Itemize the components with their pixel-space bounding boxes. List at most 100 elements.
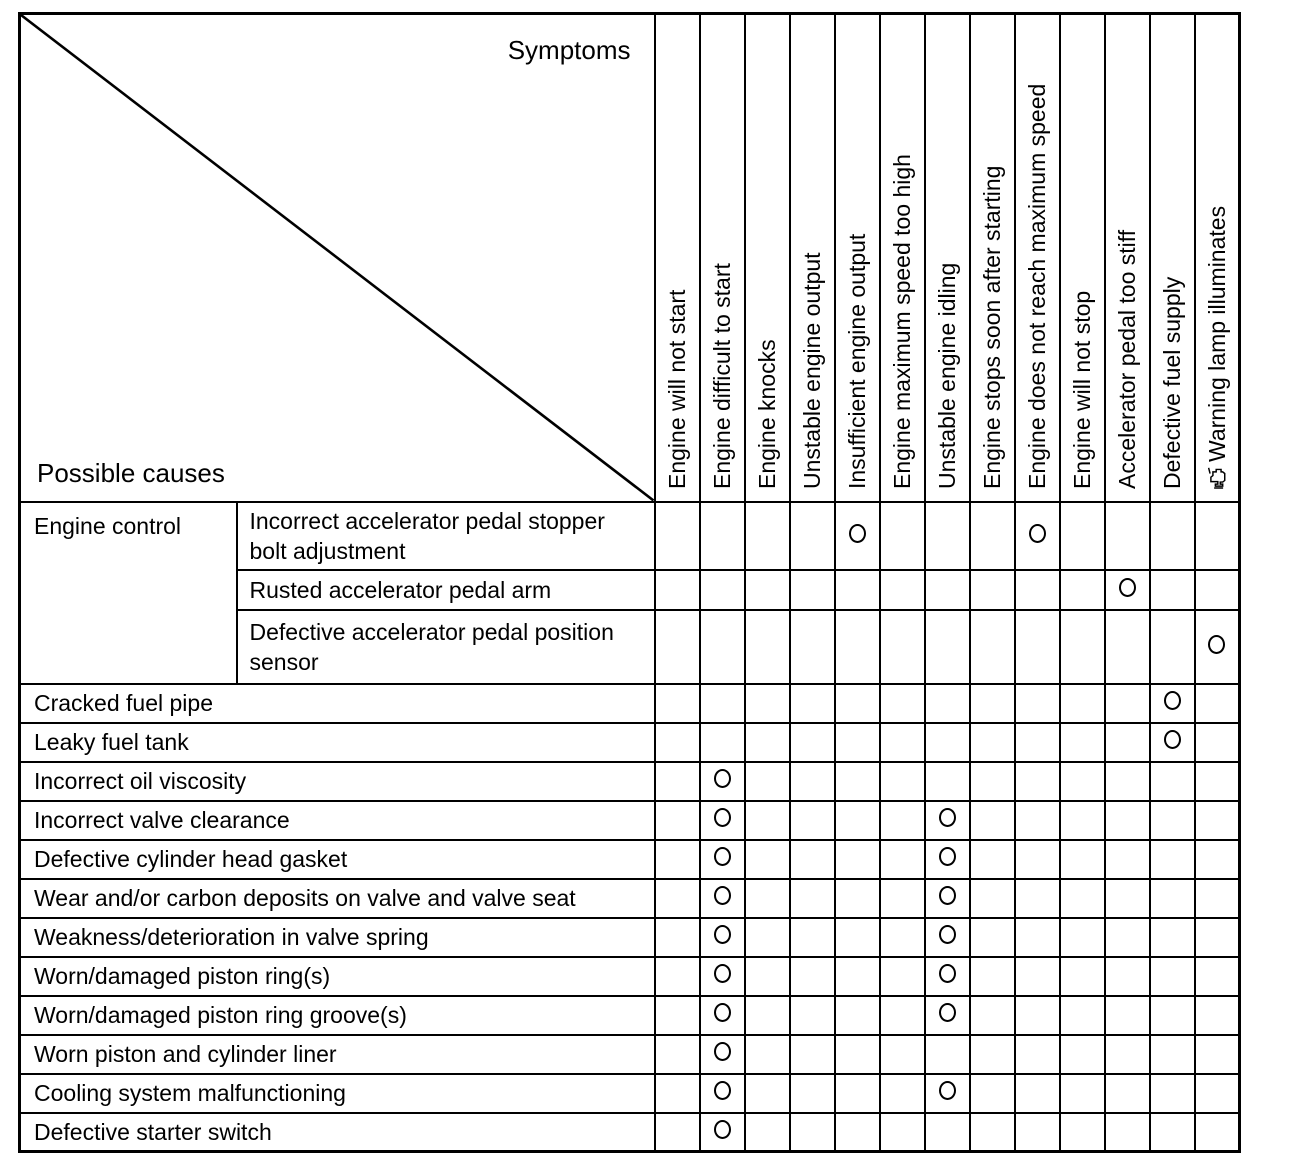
symptom-mark-cell	[653, 994, 701, 1036]
symptom-mark-cell	[743, 608, 791, 685]
cause-label: Rusted accelerator pedal arm	[235, 568, 656, 611]
symptom-mark-cell	[833, 1111, 881, 1153]
symptom-mark-cell	[1103, 838, 1151, 880]
symptom-column-label: Engine does not reach maximum speed	[1023, 83, 1051, 488]
symptom-mark-cell	[833, 877, 881, 919]
symptom-mark-cell	[1013, 1033, 1061, 1075]
symptom-mark-cell	[788, 916, 836, 958]
cause-row: Defective cylinder head gasket	[18, 838, 1241, 880]
symptom-mark-circle	[713, 769, 731, 788]
symptom-mark-cell	[1013, 994, 1061, 1036]
symptom-mark-cell	[923, 916, 971, 958]
symptom-mark-cell	[1058, 955, 1106, 997]
symptom-mark-cell	[1193, 1072, 1241, 1114]
symptom-mark-circle	[1163, 691, 1181, 710]
symptom-mark-cell	[878, 916, 926, 958]
symptom-mark-cell	[698, 838, 746, 880]
symptom-mark-cell	[878, 955, 926, 997]
symptom-mark-cell	[968, 838, 1016, 880]
cause-row: Worn piston and cylinder liner	[18, 1033, 1241, 1075]
symptom-mark-cell	[833, 799, 881, 841]
symptom-mark-cell	[1013, 955, 1061, 997]
cause-group-label: Engine control	[18, 500, 238, 685]
symptom-column-header: Engine difficult to start	[698, 12, 746, 503]
symptom-mark-cell	[1193, 682, 1241, 724]
symptom-mark-cell	[833, 955, 881, 997]
symptom-column-label: Engine stops soon after starting	[978, 165, 1006, 488]
symptom-mark-cell	[878, 568, 926, 611]
symptom-mark-cell	[1058, 760, 1106, 802]
symptom-mark-cell	[833, 760, 881, 802]
symptom-mark-cell	[1148, 955, 1196, 997]
symptom-column-header: Engine knocks	[743, 12, 791, 503]
symptom-mark-cell	[698, 568, 746, 611]
cause-label: Incorrect accelerator pedal stopper bolt…	[235, 500, 656, 571]
symptom-mark-circle	[713, 886, 731, 905]
symptom-mark-cell	[698, 1033, 746, 1075]
symptom-mark-cell	[833, 1033, 881, 1075]
symptom-mark-cell	[968, 500, 1016, 571]
symptom-mark-cell	[923, 682, 971, 724]
symptom-column-label-text: Warning lamp illuminates	[1203, 205, 1230, 462]
cause-label: Cracked fuel pipe	[18, 682, 656, 724]
symptom-mark-cell	[923, 955, 971, 997]
symptom-mark-cell	[653, 838, 701, 880]
symptom-mark-cell	[788, 568, 836, 611]
symptoms-label: Symptoms	[507, 35, 631, 65]
symptom-mark-cell	[1193, 1033, 1241, 1075]
symptom-mark-cell	[653, 916, 701, 958]
symptom-mark-cell	[1103, 799, 1151, 841]
symptom-mark-cell	[1013, 877, 1061, 919]
cause-label: Worn/damaged piston ring(s)	[18, 955, 656, 997]
symptom-mark-cell	[1193, 994, 1241, 1036]
symptom-column-header: Defective fuel supply	[1148, 12, 1196, 503]
symptom-mark-cell	[1193, 916, 1241, 958]
symptom-mark-cell	[788, 500, 836, 571]
symptom-mark-cell	[1148, 682, 1196, 724]
symptom-mark-cell	[698, 760, 746, 802]
symptom-mark-cell	[1103, 994, 1151, 1036]
symptom-mark-cell	[1148, 500, 1196, 571]
symptom-mark-cell	[878, 877, 926, 919]
symptom-mark-cell	[788, 760, 836, 802]
cause-row: Incorrect oil viscosity	[18, 760, 1241, 802]
symptom-mark-cell	[1103, 877, 1151, 919]
symptom-column-label: Accelerator pedal too stiff	[1113, 229, 1141, 488]
symptom-mark-cell	[788, 877, 836, 919]
symptom-mark-cell	[743, 500, 791, 571]
symptom-mark-cell	[968, 1072, 1016, 1114]
symptom-mark-cell	[1013, 1072, 1061, 1114]
symptom-mark-cell	[743, 682, 791, 724]
symptom-column-header: Accelerator pedal too stiff	[1103, 12, 1151, 503]
symptom-mark-cell	[698, 877, 746, 919]
symptom-mark-cell	[878, 799, 926, 841]
symptom-column-label-text: Accelerator pedal too stiff	[1113, 229, 1140, 489]
symptom-mark-cell	[833, 682, 881, 724]
cause-label: Cooling system malfunctioning	[18, 1072, 656, 1114]
symptom-mark-cell	[1013, 721, 1061, 763]
symptom-mark-circle	[1028, 523, 1046, 543]
symptom-mark-circle	[713, 1042, 731, 1061]
symptom-mark-cell	[878, 608, 926, 685]
symptom-mark-cell	[923, 760, 971, 802]
header-row: Symptoms Possible causes Engine will not…	[18, 12, 1241, 503]
symptom-mark-cell	[1148, 1111, 1196, 1153]
symptom-mark-cell	[1193, 955, 1241, 997]
symptom-mark-cell	[968, 799, 1016, 841]
symptom-column-label-text: Engine will not stop	[1068, 290, 1095, 489]
cause-row: Incorrect valve clearance	[18, 799, 1241, 841]
symptom-mark-cell	[878, 500, 926, 571]
symptom-mark-cell	[1058, 721, 1106, 763]
symptom-column-label-text: Engine knocks	[753, 338, 780, 489]
symptom-mark-cell	[653, 568, 701, 611]
cause-row: Weakness/deterioration in valve spring	[18, 916, 1241, 958]
cause-row: Worn/damaged piston ring groove(s)	[18, 994, 1241, 1036]
cause-row: Defective accelerator pedal position sen…	[20, 608, 1241, 685]
symptom-mark-cell	[833, 1072, 881, 1114]
symptom-mark-cell	[1148, 760, 1196, 802]
symptom-column-header: Engine maximum speed too high	[878, 12, 926, 503]
symptom-column-label: Engine will not start	[663, 289, 691, 488]
cause-label: Wear and/or carbon deposits on valve and…	[18, 877, 656, 919]
symptom-mark-cell	[1013, 838, 1061, 880]
cause-row: Defective starter switch	[18, 1111, 1241, 1153]
